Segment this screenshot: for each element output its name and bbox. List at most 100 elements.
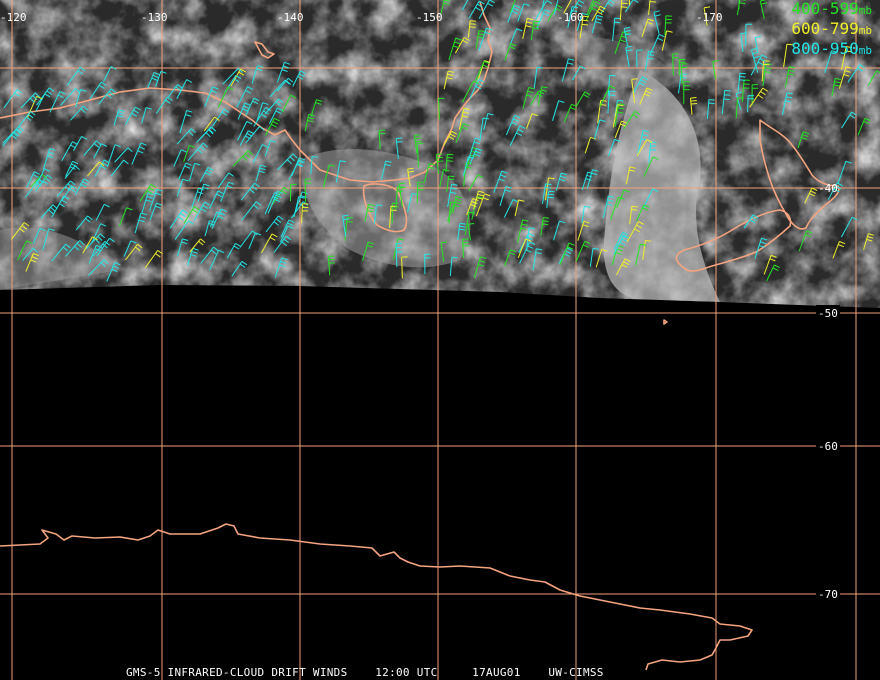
wind-barb: [178, 162, 192, 180]
wind-barb: [65, 240, 85, 257]
wind-barb: [179, 110, 193, 134]
wind-barb: [740, 32, 747, 52]
wind-barb: [94, 159, 110, 177]
wind-barb: [239, 130, 254, 146]
wind-barb: [438, 97, 445, 120]
wind-barb: [265, 215, 284, 233]
nz-north-island: [759, 119, 840, 230]
wind-barb: [209, 190, 224, 209]
wind-barb: [35, 174, 53, 192]
legend-item-800-950: 800-950mb: [791, 40, 872, 60]
wind-barb: [449, 256, 458, 277]
wind-barb: [607, 90, 616, 114]
wind-barb: [240, 182, 260, 201]
wind-barb: [86, 233, 105, 249]
wind-barb: [585, 0, 601, 21]
wind-barb: [22, 247, 38, 261]
wind-barb: [231, 260, 248, 277]
wind-barb: [672, 53, 679, 76]
wind-barb: [751, 84, 759, 106]
wind-barb: [292, 70, 307, 87]
papua-coastline: [254, 41, 275, 59]
wind-barb: [25, 252, 40, 272]
wind-barb: [555, 172, 568, 191]
wind-barb: [139, 183, 157, 202]
wind-barb: [407, 167, 415, 187]
wind-barb: [187, 247, 199, 266]
wind-barb: [245, 97, 260, 116]
wind-barb: [563, 103, 578, 123]
wind-barb: [304, 178, 312, 203]
wind-barb: [462, 156, 475, 176]
wind-barb: [106, 262, 121, 282]
legend-unit: mb: [858, 44, 872, 57]
wind-barb: [56, 180, 76, 197]
wind-barb: [644, 50, 655, 71]
wind-barb: [517, 3, 530, 22]
wind-barb: [236, 86, 254, 108]
wind-barb: [540, 217, 550, 236]
wind-barb: [268, 107, 283, 125]
wind-barb: [423, 163, 436, 183]
wind-barb: [89, 81, 107, 99]
wind-barb: [245, 126, 265, 144]
wind-barb: [443, 70, 455, 90]
wind-barb: [517, 219, 529, 244]
wind-barb: [612, 104, 624, 128]
wind-barb: [35, 93, 51, 112]
wind-barb: [96, 237, 115, 257]
wind-barb: [599, 85, 616, 108]
wind-barb: [364, 203, 375, 222]
wind-barb: [335, 160, 346, 183]
wind-barb: [469, 78, 485, 99]
wind-barb: [837, 160, 852, 184]
wind-barb: [533, 66, 543, 89]
wind-barb: [636, 49, 643, 68]
wind-barb: [750, 54, 768, 76]
wind-barb: [762, 63, 772, 87]
wind-barb: [763, 254, 777, 275]
wind-barb: [615, 258, 631, 276]
wind-barb: [98, 88, 117, 105]
wind-barb: [277, 153, 298, 171]
wind-barb: [260, 233, 278, 254]
wind-barb: [745, 23, 752, 46]
wind-barb: [462, 238, 469, 258]
lat-label: -70: [818, 588, 838, 601]
wind-barb: [619, 0, 628, 21]
wind-barb: [798, 230, 813, 252]
wind-barb: [505, 114, 521, 136]
wind-barb: [514, 199, 525, 217]
wind-barb: [327, 255, 335, 276]
wind-barb: [661, 30, 673, 51]
wind-barb: [452, 195, 462, 214]
wind-barb: [131, 142, 147, 165]
wind-barb: [637, 129, 650, 154]
wind-barb: [785, 66, 796, 88]
wind-barb: [653, 10, 661, 34]
wind-barb: [40, 204, 58, 219]
wind-barb: [110, 159, 129, 177]
wind-barb: [141, 107, 152, 124]
wind-barb: [642, 240, 652, 260]
wind-barb: [634, 243, 647, 266]
wind-barb: [831, 78, 841, 97]
lon-label: -170: [696, 11, 723, 24]
wind-barb: [88, 244, 102, 264]
wind-barb: [118, 207, 133, 227]
wind-barb: [82, 236, 98, 254]
wind-barb: [264, 139, 277, 157]
wind-barb: [293, 196, 305, 218]
wind-barb: [65, 160, 79, 177]
wind-barb: [648, 0, 656, 15]
wind-barb: [232, 150, 253, 168]
wind-barb: [579, 15, 590, 39]
wind-barb: [507, 4, 521, 23]
wind-barb: [542, 183, 552, 204]
lon-label: -150: [416, 11, 443, 24]
image-caption: GMS-5 INFRARED-CLOUD DRIFT WINDS 12:00 U…: [126, 666, 604, 679]
wind-barb: [841, 111, 857, 129]
wind-barb: [636, 204, 650, 222]
wind-barb: [504, 43, 517, 61]
